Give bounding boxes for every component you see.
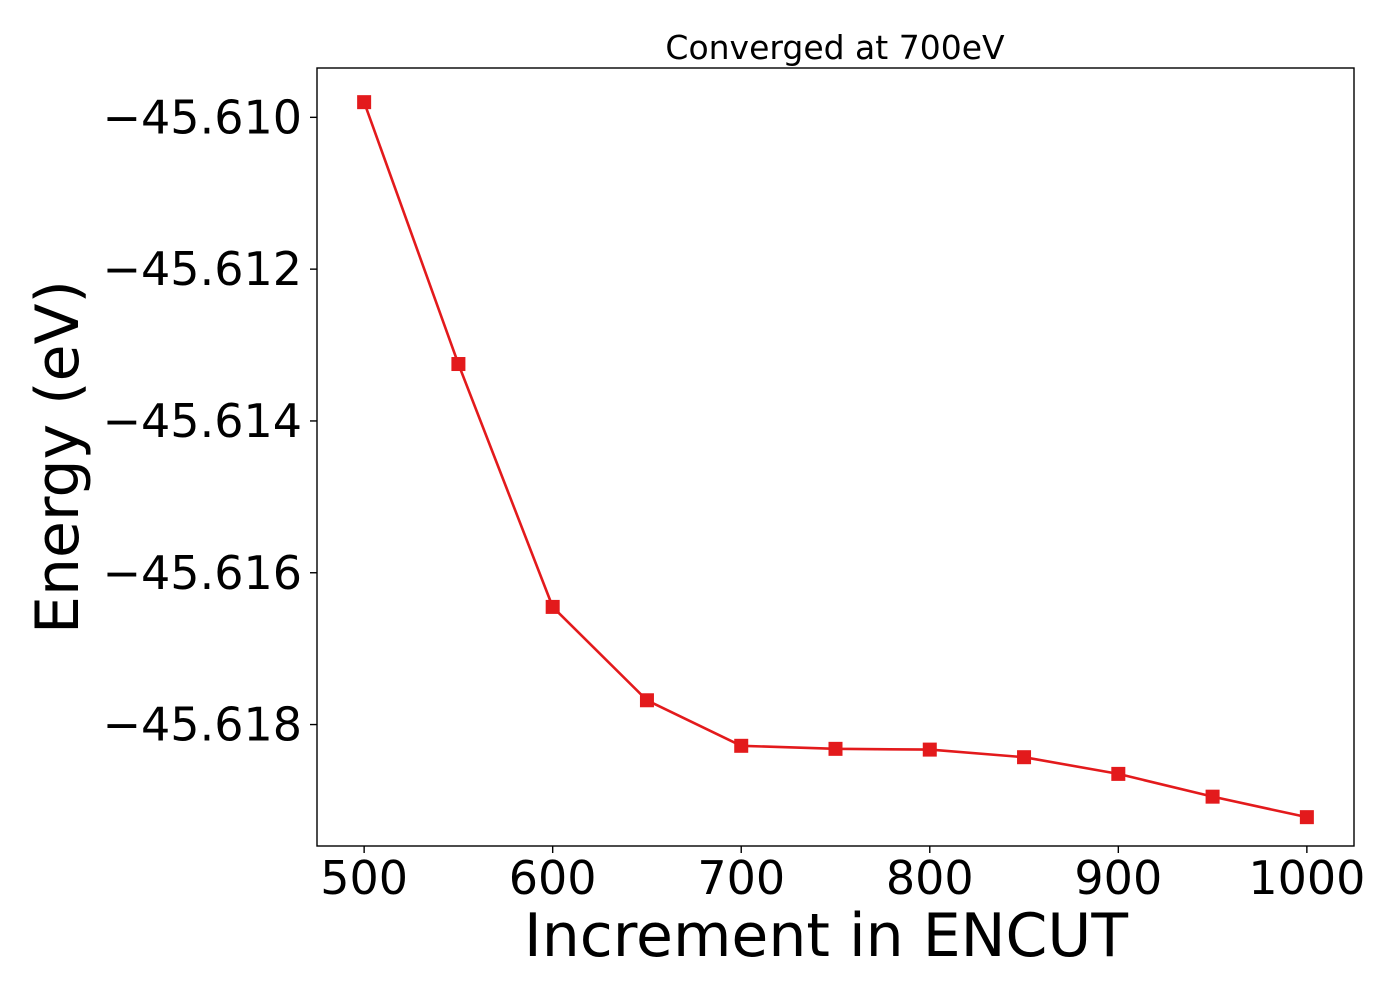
y-tick-label: −45.614 [103, 394, 303, 448]
x-axis-title: Increment in ENCUT [524, 901, 1128, 971]
data-point-marker [639, 693, 654, 708]
y-axis-title: Energy (eV) [23, 280, 93, 634]
data-point-marker [545, 599, 560, 614]
x-tick-label: 1000 [1248, 851, 1365, 905]
x-tick-label: 600 [509, 851, 597, 905]
data-point-marker [357, 95, 372, 110]
data-point-marker [828, 741, 843, 756]
y-tick-label: −45.610 [103, 90, 303, 144]
y-axis-ticks: −45.610 −45.612 −45.614 −45.616 −45.618 [103, 90, 317, 752]
x-tick-label: 900 [1074, 851, 1162, 905]
data-point-marker [451, 357, 466, 372]
y-tick-label: −45.616 [103, 546, 303, 600]
x-tick-label: 500 [320, 851, 408, 905]
y-tick-label: −45.618 [103, 698, 303, 752]
y-tick-label: −45.612 [103, 242, 303, 296]
data-point-marker [1017, 750, 1032, 765]
data-point-marker [922, 742, 937, 757]
plot-frame [316, 67, 1355, 847]
x-tick-label: 800 [886, 851, 974, 905]
x-tick-label: 700 [697, 851, 785, 905]
series-layer [357, 95, 1314, 825]
data-point-marker [1205, 789, 1220, 804]
x-axis-ticks: 500 600 700 800 900 1000 [320, 846, 1365, 905]
data-point-marker [1111, 766, 1126, 781]
data-point-marker [734, 738, 749, 753]
chart-title: Converged at 700eV [665, 28, 1005, 67]
data-point-marker [1299, 810, 1314, 825]
